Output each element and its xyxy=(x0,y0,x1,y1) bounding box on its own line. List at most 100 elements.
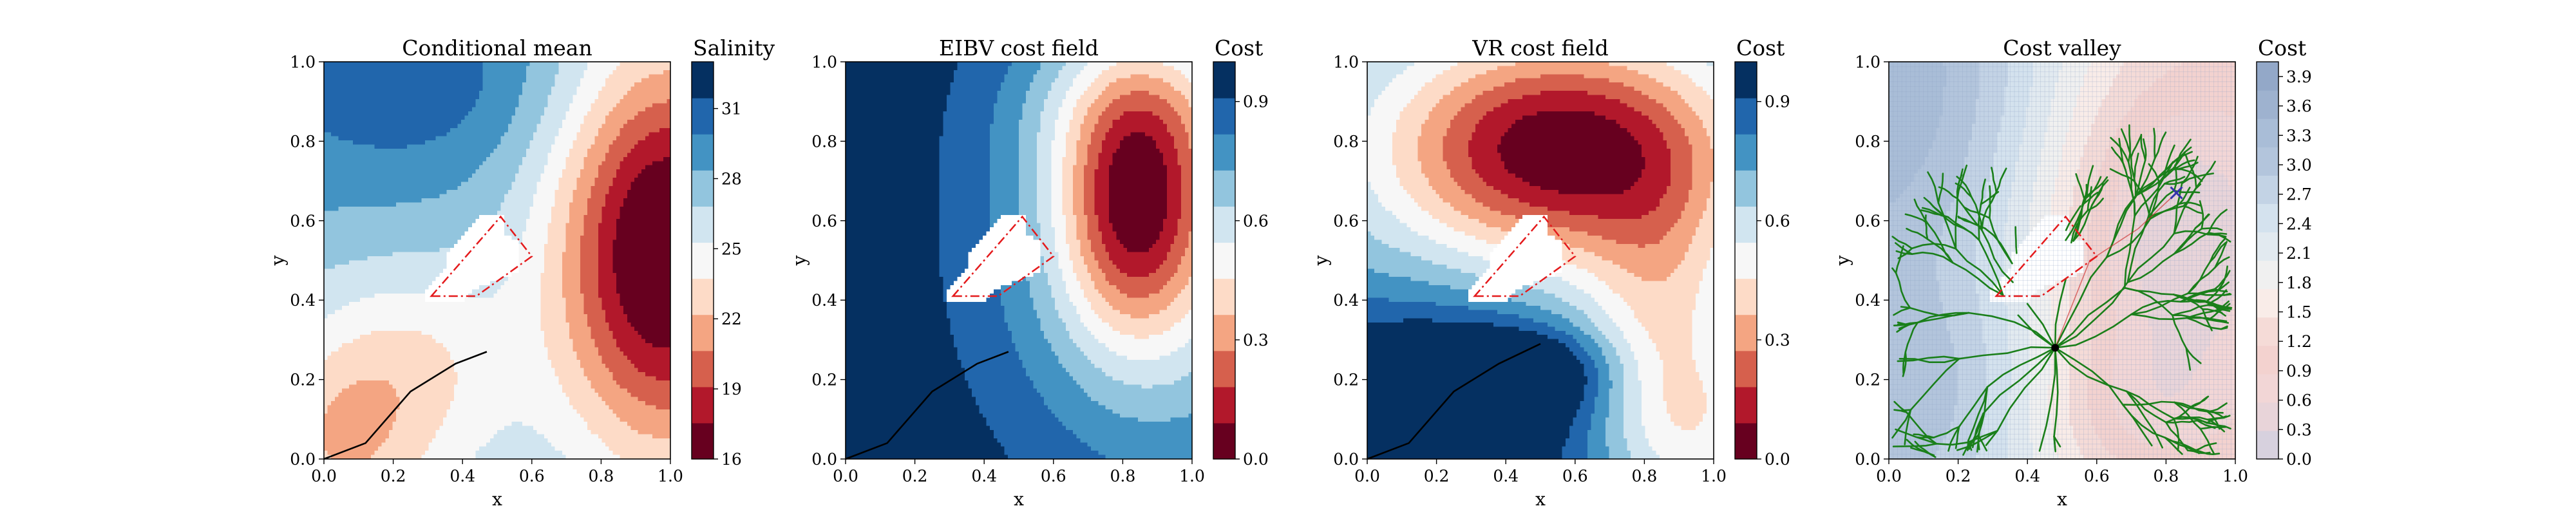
panel-3: 0.0 0.2 0.4 0.6 0.8 1.0 0.0 0.2 0.4 0.6 0.8 1.0 x y VR… xyxy=(1311,35,1790,510)
colorbar-tick-label: 0.3 xyxy=(1243,331,1269,350)
tree-branch xyxy=(2194,449,2221,456)
colorbar-tick-label: 0.6 xyxy=(2286,391,2312,410)
tree-branch xyxy=(2163,176,2186,185)
tree-branch xyxy=(2172,304,2208,316)
tree-branch xyxy=(2214,241,2228,268)
x-axis-label: x xyxy=(2057,489,2067,510)
tree-branch xyxy=(1982,346,2056,415)
tree-branch xyxy=(2178,201,2202,207)
tree-branch xyxy=(2193,442,2217,452)
colorbar-band xyxy=(2257,118,2278,147)
tree-branch xyxy=(2170,159,2195,171)
colorbar-frame xyxy=(1213,61,1236,460)
colorbar-frame xyxy=(1734,61,1757,460)
colorbar-band xyxy=(2257,203,2278,233)
colorbar-band xyxy=(2257,232,2278,261)
tree-branch xyxy=(1893,306,1911,316)
y-tick-label: 0.6 xyxy=(811,212,837,230)
colorbar-band xyxy=(1213,242,1235,279)
tree-branch xyxy=(1947,426,1960,452)
tree-branch xyxy=(2053,346,2059,438)
colorbar-band xyxy=(1213,206,1235,243)
tree-branch xyxy=(2149,203,2181,220)
colorbar-tick-label: 0.9 xyxy=(1765,93,1790,111)
colorbar-band xyxy=(692,206,714,243)
tree-branch xyxy=(2083,176,2102,201)
colorbar-band xyxy=(1213,386,1235,424)
tree-branch xyxy=(2174,232,2210,255)
tree-branch xyxy=(1927,171,1940,204)
tree-branch xyxy=(1913,198,1929,225)
tree-branch xyxy=(1968,413,1984,449)
tree-branch xyxy=(1902,351,1907,374)
x-tick-label: 0.6 xyxy=(519,467,545,485)
colorbar-frame xyxy=(2256,61,2279,460)
tree-branch xyxy=(2120,128,2132,158)
tree-branch xyxy=(1909,357,1960,411)
tree-branch xyxy=(2223,292,2231,296)
colorbar-band xyxy=(1735,278,1757,315)
tree-branch xyxy=(2153,127,2156,160)
tree-branch xyxy=(2206,411,2221,430)
y-tick-label: 0.0 xyxy=(1333,450,1359,469)
tree-branch xyxy=(1958,346,2056,360)
colorbar-tick-label: 0.3 xyxy=(1765,331,1790,350)
tree-branch xyxy=(1996,346,2056,432)
tree-branch xyxy=(1935,429,1998,446)
tree-branch xyxy=(2054,346,2124,406)
tree-branch xyxy=(1985,429,1998,446)
tree-branch xyxy=(2202,308,2223,314)
colorbar-band xyxy=(692,62,714,98)
tree-branch xyxy=(1913,433,1935,438)
x-tick-label: 0.8 xyxy=(589,467,614,485)
colorbar-tick-label: 16 xyxy=(721,450,742,469)
tree-branch xyxy=(2126,252,2175,283)
colorbar-tick-label: 0.6 xyxy=(1243,212,1269,230)
colorbar-tick-label: 0.0 xyxy=(2286,450,2312,469)
colorbar-band xyxy=(692,386,714,424)
colorbar-band xyxy=(1213,422,1235,460)
tree-branch xyxy=(2196,419,2221,427)
tree-branch xyxy=(2187,261,2211,294)
colorbar-tick-label: 19 xyxy=(721,380,742,398)
y-tick-label: 0.8 xyxy=(1855,132,1880,151)
target-marker xyxy=(2170,186,2183,200)
trajectory-line xyxy=(323,351,488,460)
colorbar-label: Cost xyxy=(2258,35,2306,61)
heatmap-image xyxy=(1367,62,1714,459)
colorbar-band xyxy=(2257,260,2278,290)
x-tick-label: 0.6 xyxy=(1041,467,1066,485)
colorbar-band xyxy=(1213,278,1235,315)
tree-branch xyxy=(1951,261,2004,296)
colorbar-band xyxy=(1735,386,1757,424)
tree-branch xyxy=(2038,346,2056,452)
colorbar-band xyxy=(1735,314,1757,351)
tree-branch xyxy=(2026,303,2056,349)
y-tick-label: 0.2 xyxy=(290,371,316,389)
tree-branch xyxy=(2065,205,2081,231)
chart-title: VR cost field xyxy=(1472,35,1608,61)
tree-branch xyxy=(1895,242,1913,255)
tree-branch xyxy=(2174,401,2201,430)
tree-branch xyxy=(1933,426,1960,438)
colorbar-tick-label: 1.8 xyxy=(2286,274,2312,292)
colorbar-band xyxy=(692,350,714,388)
tree-branch xyxy=(2205,281,2224,303)
tree-branch xyxy=(1895,428,1938,445)
obstacle-outline xyxy=(430,215,533,297)
y-tick-label: 0.4 xyxy=(290,291,316,310)
tree-branch xyxy=(2178,187,2191,205)
tree-branch xyxy=(2125,390,2175,420)
x-tick-label: 0.8 xyxy=(1632,467,1658,485)
tree-branch xyxy=(2208,319,2230,324)
tree-branch xyxy=(2214,256,2230,268)
tree-branch xyxy=(2125,390,2163,449)
tree-branch xyxy=(2199,426,2227,430)
tree-branch xyxy=(2081,191,2099,206)
tree-branch xyxy=(2086,176,2108,198)
tree-branch xyxy=(2122,404,2153,447)
tree-branch xyxy=(1957,216,1986,230)
tree-branch xyxy=(2130,299,2182,315)
heatmap-image xyxy=(324,62,670,459)
tree-branch xyxy=(2165,406,2192,424)
